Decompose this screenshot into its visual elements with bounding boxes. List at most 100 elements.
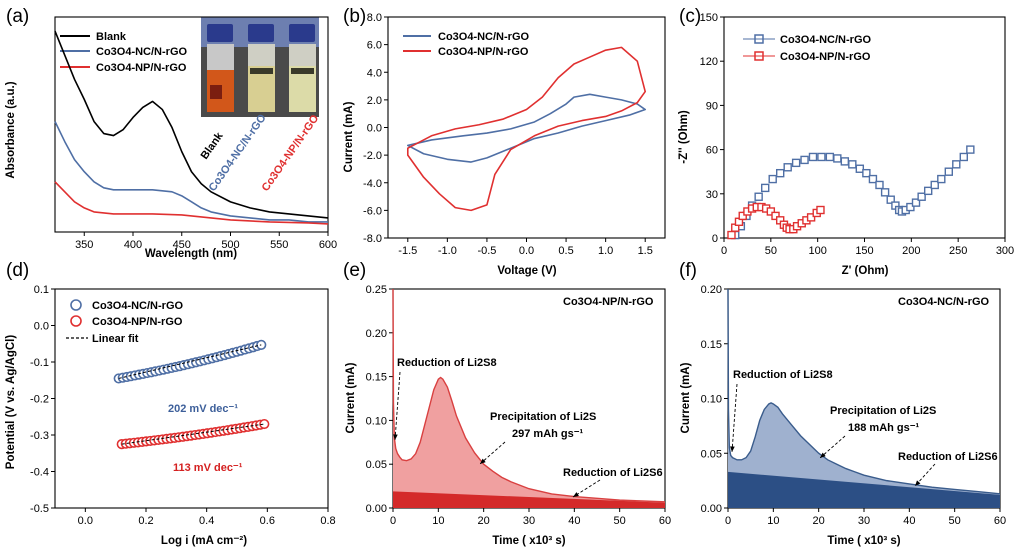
- panel-c-ytick-label: 0: [712, 233, 718, 245]
- panel-c-series-co3o4-nc-n-rgo-point: [862, 168, 871, 178]
- annotation-e-li2s8: Reduction of Li2S8: [397, 357, 497, 369]
- panel-e-xtick-label: 60: [659, 515, 671, 527]
- arrow-e-li2s: [479, 441, 506, 465]
- panel-c-series-co3o4-nc-n-rgo-point: [959, 152, 968, 162]
- annotation-f-li2s8: Reduction of Li2S8: [733, 369, 833, 381]
- panel-e-series-current-fill: [393, 289, 665, 508]
- legend-b-nc: Co3O4-NC/N-rGO: [438, 31, 530, 43]
- panel-e-series-current: [392, 288, 666, 503]
- panel-c-series-co3o4-np-n-rgo-point: [727, 230, 736, 240]
- panel-e-xtick-label: 30: [523, 515, 535, 527]
- panel-c-series-co3o4-nc-n-rgo-point: [966, 145, 975, 154]
- panel-e-ytick-label: 0.05: [366, 459, 387, 471]
- panel-label-a: (a): [6, 6, 29, 27]
- panel-b-ytick-label: -6.0: [363, 205, 382, 217]
- panel-c-series-co3o4-np-n-rgo-point: [816, 205, 825, 215]
- legend-d-np-swatch: [70, 315, 82, 327]
- panel-f-xtick-label: 30: [858, 515, 870, 527]
- panel-b-ytick-label: 8.0: [367, 12, 382, 24]
- panel-b-xtick-label: 1.0: [598, 245, 613, 257]
- panel-e-xtick-label: 10: [432, 515, 444, 527]
- panel-c-series-co3o4-nc-n-rgo-point: [886, 195, 895, 204]
- panel-f-xtick-label: 0: [725, 515, 731, 527]
- panel-b-xlabel: Voltage (V): [497, 265, 556, 277]
- panel-c-series-co3o4-nc-n-rgo-point: [855, 164, 865, 173]
- legend-a-blank: Blank: [96, 31, 127, 43]
- panel-f-xtick-label: 50: [949, 515, 961, 527]
- arrow-e-li2s8-head: [393, 434, 398, 440]
- panel-a-xtick-label: 500: [221, 239, 239, 251]
- annotation-a-nc: Co3O4-NC/N-rGO: [207, 112, 269, 194]
- panel-c-series-co3o4-nc-n-rgo-point: [906, 202, 915, 212]
- panel-f-ytick-label: 0.05: [701, 448, 722, 460]
- vial-photo-inset: [201, 17, 319, 117]
- panel-c-xtick-label: 300: [996, 245, 1014, 257]
- panel-e-xtick-label: 0: [390, 515, 396, 527]
- panel-c-ytick-label: 120: [700, 56, 718, 68]
- panel-e-xtick-label: 50: [614, 515, 626, 527]
- panel-e-ytick-label: 0.10: [366, 415, 387, 427]
- panel-c-series-co3o4-np-n-rgo-point: [771, 211, 780, 221]
- panel-e-xtick-label: 20: [478, 515, 490, 527]
- panel-b-ytick-label: 6.0: [367, 40, 382, 52]
- arrow-e-li2s-head: [480, 458, 486, 464]
- panel-a-xtick-label: 400: [124, 239, 142, 251]
- panel-c-series-co3o4-nc-n-rgo-point: [817, 152, 826, 162]
- panel-c-xtick-label: 50: [765, 245, 777, 257]
- annotation-e-li2s: Precipitation of Li2S: [490, 411, 596, 423]
- panel-c-series-co3o4-nc-n-rgo-point: [840, 157, 850, 166]
- panel-c-series-co3o4-nc-n-rgo-point: [808, 152, 818, 162]
- panel-c-ytick-label: 60: [706, 145, 718, 157]
- panel-d-xlabel: Log i (mA cm⁻²): [161, 535, 247, 547]
- panel-c-xtick-label: 250: [949, 245, 967, 257]
- panel-c-xlabel: Z' (Ohm): [842, 265, 889, 277]
- panel-a-series-co3o4-np-n-rgo: [54, 181, 329, 225]
- annotation-a-blank: Blank: [199, 130, 227, 162]
- panel-a-series-co3o4-nc-n-rgo: [54, 121, 328, 223]
- arrow-f-li2s6-head: [915, 480, 921, 486]
- panel-d-ytick-label: 0.0: [34, 321, 49, 333]
- panel-e-series-baseline-fill: [393, 491, 665, 508]
- panel-label-c: (c): [679, 6, 701, 27]
- panel-c-ylabel: -Z'' (Ohm): [678, 110, 690, 164]
- arrow-f-li2s8-head: [730, 446, 735, 452]
- panel-a-xtick-label: 450: [173, 239, 191, 251]
- arrow-f-li2s-head: [820, 452, 826, 458]
- panel-f-series-baseline-fill: [728, 471, 1000, 508]
- legend-d-nc-swatch: [70, 299, 82, 311]
- panel-c-series-co3o4-np-n-rgo-point: [766, 207, 776, 216]
- annotation-f-capacity: 188 mAh gs⁻¹: [848, 422, 920, 434]
- panel-c-xtick-label: 150: [855, 245, 873, 257]
- panel-c-series-co3o4-nc-n-rgo-point: [880, 188, 890, 197]
- panel-b-series-co3o4-np-n-rgo: [406, 46, 647, 212]
- panel-f-xtick-label: 60: [994, 515, 1006, 527]
- panel-f-title: Co3O4-NC/N-rGO: [898, 296, 990, 308]
- panel-b-xtick-label: 0.5: [558, 245, 573, 257]
- panel-c-series-co3o4-nc-n-rgo-point: [923, 186, 933, 196]
- panel-c-series-co3o4-nc-n-rgo-point: [768, 174, 777, 184]
- annotation-d-nc-slope: 202 mV dec⁻¹: [168, 403, 238, 415]
- panel-d-ytick-label: -0.3: [30, 430, 49, 442]
- annotation-f-li2s6: Reduction of Li2S6: [898, 451, 998, 463]
- panel-d-xtick-label: 0.4: [199, 515, 214, 527]
- panel-b-ytick-label: 2.0: [367, 95, 382, 107]
- panel-c-series-co3o4-nc-n-rgo-point: [917, 192, 926, 201]
- panel-c-series-co3o4-nc-n-rgo-point: [937, 174, 946, 184]
- panel-c-series-co3o4-nc-n-rgo-point: [952, 160, 961, 169]
- legend-c-np: Co3O4-NP/N-rGO: [780, 51, 871, 63]
- panel-c-series-co3o4-nc-n-rgo-point: [875, 180, 884, 190]
- legend-c-nc: Co3O4-NC/N-rGO: [780, 34, 872, 46]
- panel-c-series-co3o4-nc-n-rgo-point: [754, 192, 763, 201]
- panel-c-series-co3o4-nc-n-rgo-point: [833, 154, 842, 163]
- panel-a-series-blank: [54, 30, 329, 219]
- panel-c-series-co3o4-np-n-rgo-point: [806, 213, 816, 222]
- legend-d-np: Co3O4-NP/N-rGO: [92, 316, 183, 328]
- arrow-f-li2s8: [731, 383, 738, 453]
- panel-b-xtick-label: -1.0: [438, 245, 457, 257]
- arrow-e-li2s8: [394, 371, 401, 441]
- arrow-e-li2s6-head: [573, 492, 579, 497]
- panel-d-series-co3o4-np-n-rgo-point: [259, 418, 270, 430]
- panel-d-xtick-label: 0.6: [260, 515, 275, 527]
- panel-label-e: (e): [343, 260, 366, 281]
- panel-e-xlabel: Time ( x10³ s): [492, 535, 565, 547]
